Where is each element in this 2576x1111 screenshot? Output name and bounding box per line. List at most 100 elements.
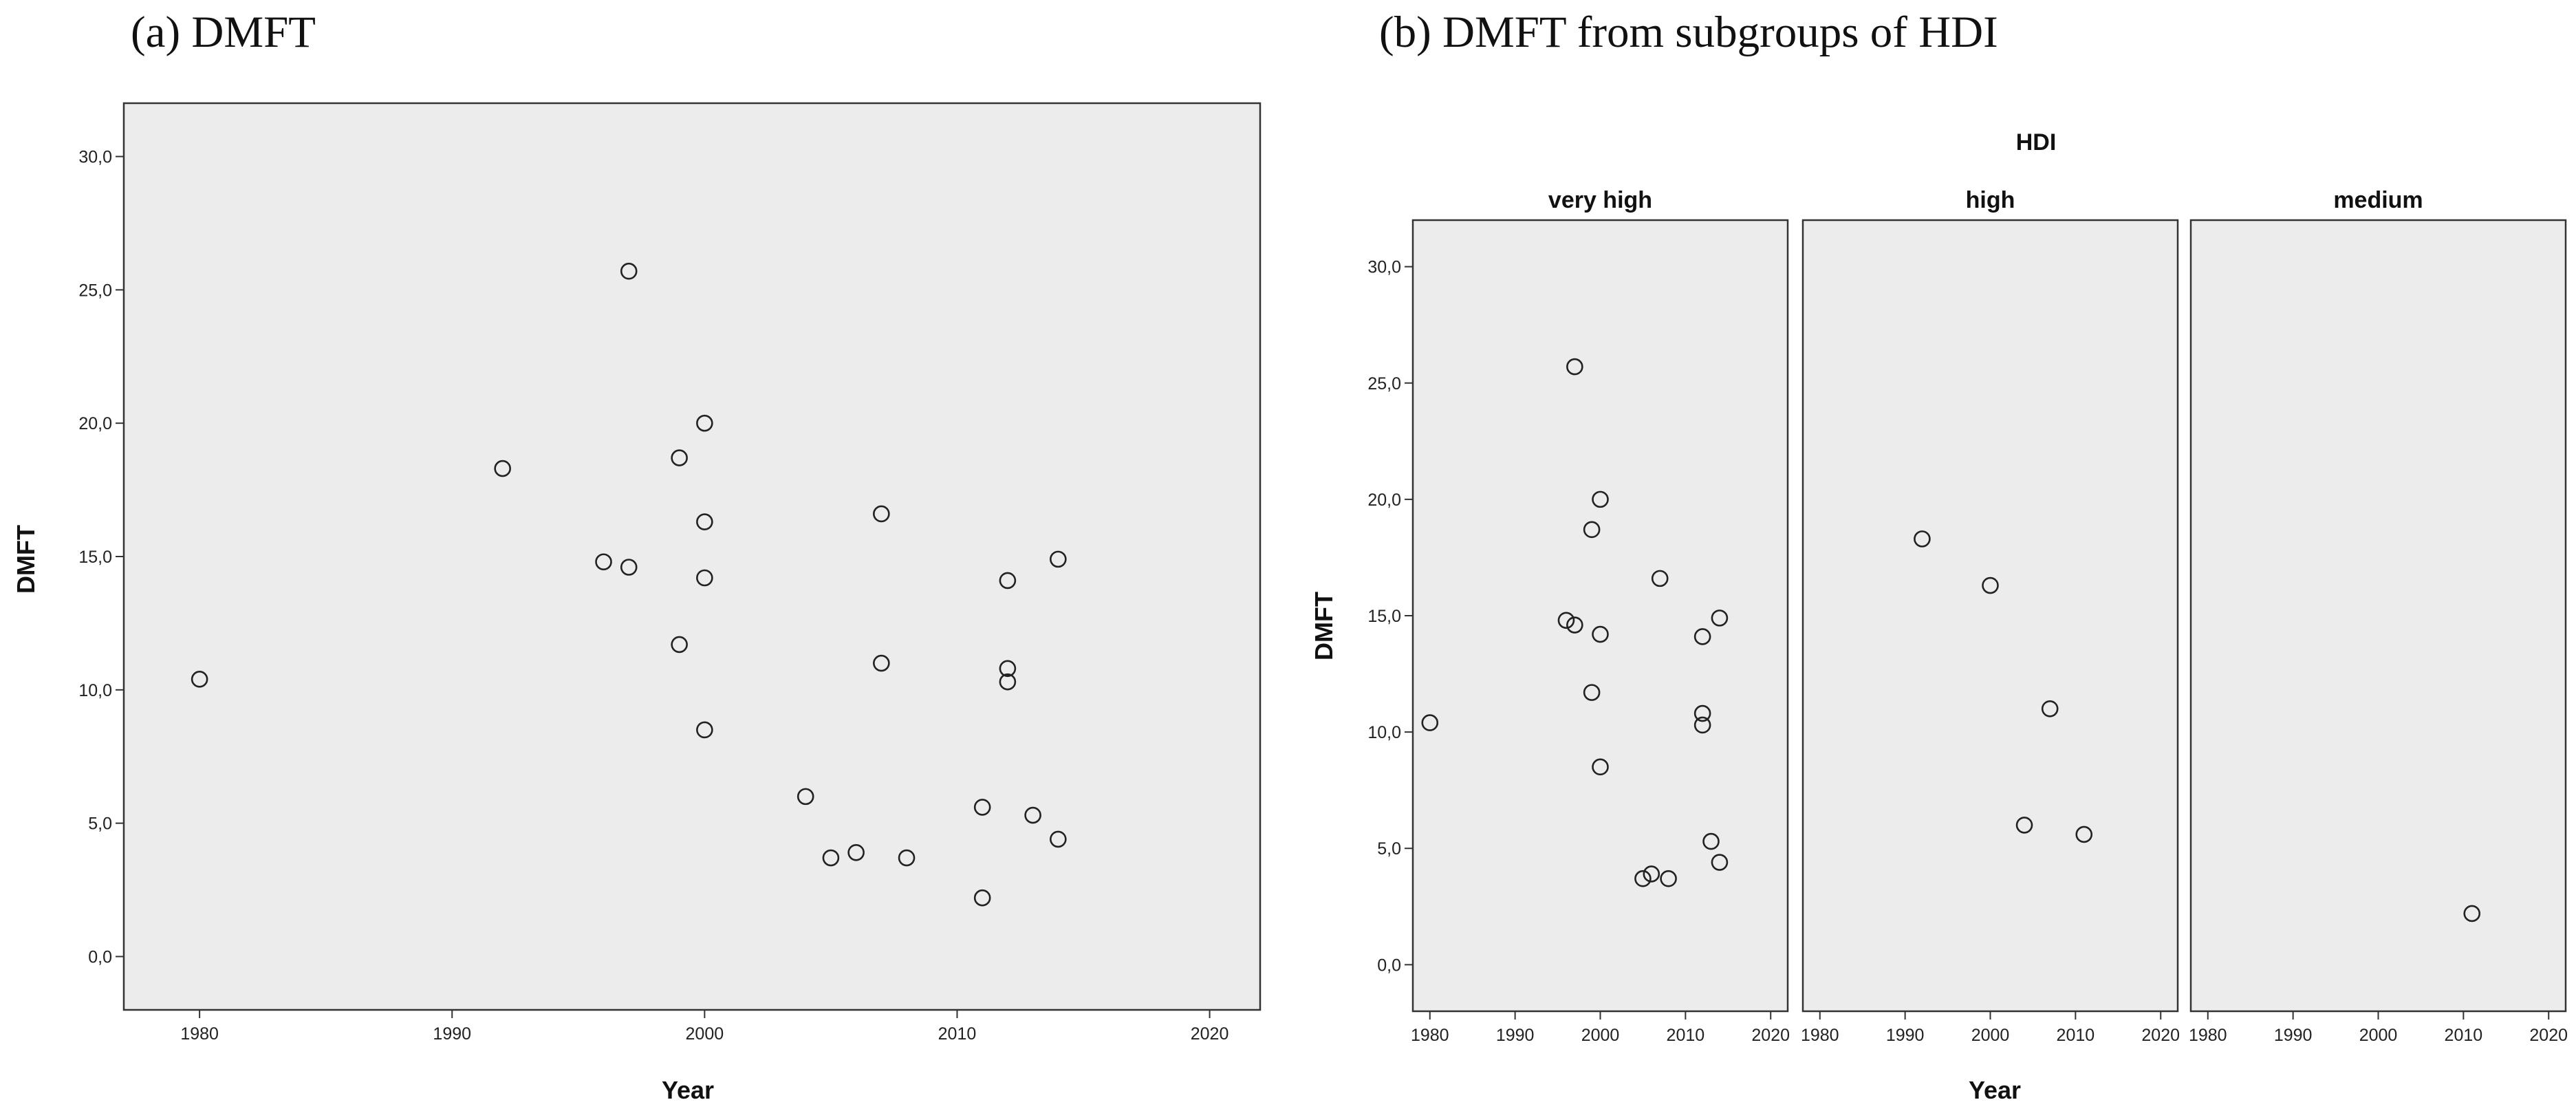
chart-a-point	[620, 262, 638, 280]
chart-b-panel-very-high: very high 0,0 5,0 10,0 15,0 20,0 25,0 30,0 1980 1…	[1367, 187, 1790, 1045]
chart-b-xtick-label: 1980	[1411, 1026, 1449, 1045]
chart-a-point	[671, 636, 688, 654]
chart-b-xlabel: Year	[1969, 1076, 2021, 1104]
chart-b-point	[1634, 870, 1652, 887]
chart-a-point	[873, 505, 890, 523]
chart-a-point	[797, 788, 814, 806]
chart-a-point	[999, 572, 1017, 590]
chart-b-xtick-label: 2000	[2359, 1026, 2398, 1045]
chart-a-ytick-label: 30,0	[78, 148, 112, 167]
chart-b-panel-plot-area	[1411, 219, 1789, 1013]
chart-b-ytick-label: 25,0	[1367, 374, 1401, 393]
chart-a-point	[696, 721, 713, 739]
chart-b-xtick-label: 1990	[1886, 1026, 1925, 1045]
chart-a-xtick-label: 1990	[433, 1024, 471, 1044]
chart-b-point	[1583, 684, 1601, 701]
chart-b-panel-label: very high	[1548, 187, 1652, 213]
chart-a-point	[973, 889, 991, 907]
chart-b-point	[1557, 612, 1575, 629]
chart-b-point	[1914, 530, 1931, 548]
chart-b-xtick-label: 2000	[1971, 1026, 2010, 1045]
chart-a-xtick-label: 2020	[1191, 1024, 1229, 1044]
chart-a-point	[595, 553, 612, 571]
chart-b-panels: very high 0,0 5,0 10,0 15,0 20,0 25,0 30,0 1980 1…	[1367, 187, 2568, 1045]
chart-b-point	[1592, 490, 1609, 508]
chart-a-ytick-label: 15,0	[78, 548, 112, 567]
chart-b-xtick-label: 2000	[1581, 1026, 1620, 1045]
chart-a-ytick-label: 20,0	[78, 414, 112, 433]
chart-b-panel-high: high 1980 1990 2000 2010 2020	[1801, 187, 2180, 1045]
chart-a-point	[494, 460, 511, 477]
chart-b-point	[1592, 625, 1609, 643]
chart-b-point	[1566, 616, 1583, 634]
chart-a-point	[973, 799, 991, 816]
chart-b-point	[1711, 854, 1729, 871]
chart-b-xtick-label: 2010	[2445, 1026, 2483, 1045]
chart-b-ytick-label: 10,0	[1367, 723, 1401, 742]
chart-b-xtick-label: 2020	[1751, 1026, 1790, 1045]
chart-b-point	[1982, 576, 1999, 594]
chart-b-point	[1693, 704, 1711, 722]
chart-a-axes: 0,0 5,0 10,0 15,0 20,0 25,0 30,0 1980 1990 2000 20…	[78, 148, 1229, 1044]
chart-b-point	[2463, 905, 2481, 923]
chart-a-ytick-label: 5,0	[88, 815, 112, 834]
chart-a-point	[999, 660, 1017, 678]
chart-a-title: (a) DMFT	[131, 8, 316, 57]
chart-a-xtick-label: 1980	[180, 1024, 219, 1044]
chart-a-point	[671, 449, 688, 466]
chart-b-ytick-label: 20,0	[1367, 490, 1401, 510]
chart-b-title: (b) DMFT from subgroups of HDI	[1379, 8, 1998, 57]
chart-b-point	[1421, 714, 1439, 731]
chart-b-panel-label: high	[1966, 187, 2015, 213]
chart-a-points	[191, 262, 1067, 907]
chart-b-ytick-label: 30,0	[1367, 258, 1401, 277]
chart-b-ylabel: DMFT	[1310, 592, 1338, 660]
chart-b-point	[1660, 870, 1677, 887]
chart-a-point	[1024, 806, 1041, 824]
chart-b-panel-medium: medium 1980 1990 2000 2010 2020	[2189, 187, 2568, 1045]
chart-a-xtick-label: 2010	[938, 1024, 977, 1044]
chart-b-ytick-label: 0,0	[1377, 956, 1401, 975]
chart-b-xtick-label: 2010	[2057, 1026, 2095, 1045]
chart-a-ytick-label: 0,0	[88, 947, 112, 967]
chart-b-ytick-label: 15,0	[1367, 607, 1401, 626]
chart-a-point	[847, 843, 865, 861]
chart-a-point	[822, 849, 840, 867]
chart-b-xtick-label: 1990	[2274, 1026, 2313, 1045]
chart-b-xtick-label: 1980	[2189, 1026, 2227, 1045]
chart-a-ytick-label: 10,0	[78, 681, 112, 700]
chart-a-point	[620, 559, 638, 576]
chart-b-panel-plot-area	[2189, 219, 2567, 1013]
chart-b-facet-title: HDI	[2016, 129, 2057, 155]
chart-b-point	[1651, 570, 1669, 587]
chart-b-point	[1702, 832, 1720, 850]
chart-a-point	[696, 513, 713, 530]
chart-a-point	[1050, 550, 1067, 568]
chart-b-xtick-label: 2010	[1667, 1026, 1705, 1045]
chart-b-point	[1592, 758, 1609, 776]
chart-b-point	[1566, 358, 1583, 376]
chart-b-point	[2041, 700, 2059, 718]
chart-b-point	[2075, 826, 2093, 843]
chart-a-point	[1050, 830, 1067, 848]
chart-b-xtick-label: 2020	[2141, 1026, 2180, 1045]
chart-a-point	[873, 654, 890, 672]
chart-a-point	[191, 671, 208, 688]
chart-b-point	[1643, 865, 1660, 883]
chart-b-panel-plot-area	[1801, 219, 2179, 1013]
chart-b-xtick-label: 2020	[2529, 1026, 2568, 1045]
chart-a-point	[696, 569, 713, 587]
chart-a-xtick-label: 2000	[686, 1024, 724, 1044]
chart-a-point	[898, 849, 916, 867]
chart-a-point	[999, 673, 1017, 691]
chart-b-point	[1711, 610, 1729, 627]
chart-b-panel-label: medium	[2333, 187, 2423, 213]
chart-b-point	[2015, 817, 2033, 834]
chart-a-ytick-label: 25,0	[78, 281, 112, 300]
chart-a-point	[696, 414, 713, 432]
chart-a-ylabel: DMFT	[12, 525, 40, 594]
chart-a-plot-area	[122, 102, 1262, 1011]
chart-b-xtick-label: 1980	[1801, 1026, 1839, 1045]
chart-b-point	[1583, 521, 1601, 539]
